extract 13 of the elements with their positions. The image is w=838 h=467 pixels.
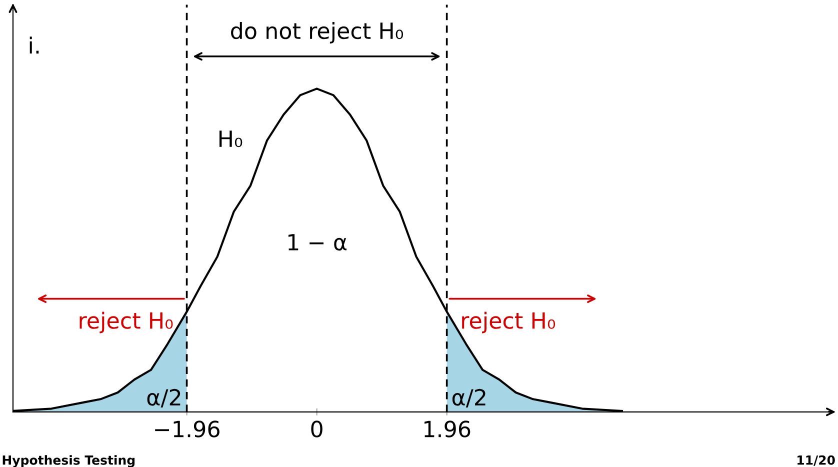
annotation: α/2: [452, 388, 486, 408]
annotation: reject H₀: [80, 312, 173, 334]
text: do not reject H₀: [231, 22, 404, 44]
text: Hypothesis Testing: [2, 455, 135, 467]
text: 11/20: [798, 455, 835, 466]
text: i.: [30, 36, 39, 54]
annotation: 1 − α: [288, 234, 347, 251]
annotation: α/2: [147, 388, 180, 408]
x-tick-label: −1.96: [155, 420, 220, 438]
x-tick-label: 1.96: [424, 420, 470, 438]
annotation: H₀: [219, 130, 242, 148]
x-tick-label: 0: [311, 420, 322, 438]
annotation: reject H₀: [462, 312, 556, 334]
